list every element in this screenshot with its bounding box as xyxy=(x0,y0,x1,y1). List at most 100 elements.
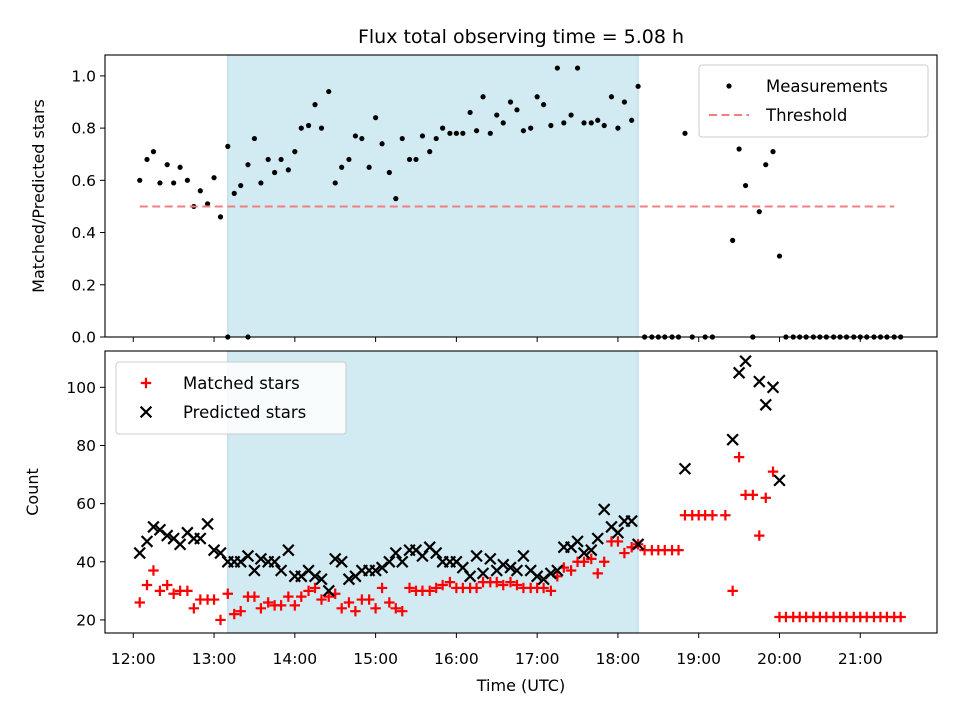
counts-panel-ticks: 20 40 60 80 100 xyxy=(66,379,861,638)
measurements-point xyxy=(144,156,150,163)
predicted-stars-point xyxy=(544,567,558,580)
matched-stars-point xyxy=(707,510,718,521)
measurements-point xyxy=(231,190,237,196)
count-y-axis-label: Count xyxy=(23,468,42,516)
measurements-point xyxy=(272,169,278,176)
measurements-point xyxy=(373,115,379,121)
matched-stars-point xyxy=(235,605,246,617)
matched-stars-point xyxy=(363,594,375,605)
matched-stars-point xyxy=(343,597,355,608)
predicted-stars-point xyxy=(241,549,255,563)
predicted-stars-point xyxy=(329,552,342,566)
measurements-point xyxy=(595,117,601,123)
measurements-point xyxy=(386,169,392,176)
counts-panel-frame xyxy=(104,350,938,634)
measurements-point xyxy=(629,117,635,123)
measurements-point xyxy=(137,177,143,183)
matched-stars-point xyxy=(538,582,549,594)
matched-stars-point xyxy=(376,582,388,594)
x-tick-label: 18:00 xyxy=(596,650,641,668)
y-tick-label: 0.2 xyxy=(71,276,96,294)
measurements-point xyxy=(326,88,332,95)
matched-stars-point xyxy=(511,579,523,591)
counts-panel-data xyxy=(133,354,906,626)
x-tick-label: 19:00 xyxy=(676,650,721,668)
measurements-point xyxy=(507,99,514,105)
measurements-point xyxy=(621,99,627,105)
matched-stars-point xyxy=(262,597,274,608)
ratio-y-axis-label: Matched/Predicted stars xyxy=(29,99,48,293)
legend-measurements-label: Measurements xyxy=(766,77,888,96)
observing-window-rect xyxy=(227,54,639,338)
y-tick-label: 0.0 xyxy=(71,329,96,347)
measurements-point xyxy=(332,180,338,186)
measurements-point xyxy=(541,102,547,108)
measurements-point xyxy=(635,83,641,89)
measurements-point xyxy=(150,149,157,155)
matched-stars-point xyxy=(182,585,193,597)
measurements-point xyxy=(763,162,769,168)
matched-stars-point xyxy=(336,603,347,614)
measurements-point xyxy=(184,177,190,183)
predicted-stars-point xyxy=(161,529,174,542)
matched-stars-point xyxy=(498,579,509,591)
matched-stars-point xyxy=(437,579,448,591)
predicted-stars-point xyxy=(732,366,746,379)
predicted-stars-point xyxy=(383,555,396,568)
measurements-point xyxy=(534,94,540,100)
predicted-stars-point xyxy=(194,532,207,545)
x-tick-label: 17:00 xyxy=(515,650,560,668)
measurements-point xyxy=(467,109,473,116)
predicted-stars-point xyxy=(759,398,772,411)
measurements-point xyxy=(588,120,594,126)
matched-stars-point xyxy=(134,597,145,608)
matched-stars-point xyxy=(720,510,731,521)
matched-stars-point xyxy=(424,585,435,597)
predicted-stars-point xyxy=(631,538,645,551)
y-tick-label: 100 xyxy=(66,379,96,397)
ratio-panel-frame xyxy=(104,54,938,338)
measurements-point xyxy=(245,162,251,168)
measurements-point xyxy=(292,149,298,155)
x-axis-ticks: 12:00 13:00 14:00 15:00 16:00 17:00 18:00 19:00… xyxy=(111,650,883,668)
measurements-point xyxy=(447,130,453,136)
predicted-stars-point xyxy=(571,535,584,548)
legend-box xyxy=(115,361,347,435)
predicted-stars-point xyxy=(773,474,786,487)
measurements-point xyxy=(225,143,231,149)
y-tick-label: 0.4 xyxy=(71,224,96,242)
predicted-stars-point xyxy=(173,538,187,551)
predicted-stars-point xyxy=(396,555,409,568)
matched-stars-point xyxy=(754,530,765,541)
chart-title: Flux total observing time = 5.08 h xyxy=(358,26,684,48)
measurements-point xyxy=(379,141,385,147)
predicted-stars-point xyxy=(147,520,160,534)
matched-stars-point xyxy=(370,603,381,614)
predicted-stars-point xyxy=(463,570,477,583)
measurements-point xyxy=(413,156,419,163)
matched-stars-point xyxy=(350,605,361,617)
predicted-stars-point xyxy=(315,573,328,586)
measurements-point xyxy=(305,122,312,129)
matched-stars-point xyxy=(154,585,166,597)
matched-stars-point xyxy=(397,605,408,617)
y-tick-label: 0.6 xyxy=(71,172,96,190)
matched-stars-point xyxy=(612,536,624,547)
y-tick-label: 80 xyxy=(76,437,96,455)
measurements-point xyxy=(473,128,480,134)
measurements-point xyxy=(238,182,244,189)
y-tick-label: 1.0 xyxy=(71,67,96,85)
matched-stars-point xyxy=(316,594,327,605)
measurements-point xyxy=(204,201,211,207)
measurements-point xyxy=(682,130,688,136)
x-tick-label: 16:00 xyxy=(434,650,479,668)
matched-stars-point xyxy=(430,582,442,594)
measurements-point xyxy=(433,135,439,142)
measurements-point xyxy=(581,120,587,126)
measurements-point xyxy=(419,133,426,139)
measurements-point xyxy=(393,196,399,202)
x-tick-label: 15:00 xyxy=(353,650,398,668)
measurements-point xyxy=(561,120,567,126)
x-axis-label: Time (UTC) xyxy=(476,676,565,695)
